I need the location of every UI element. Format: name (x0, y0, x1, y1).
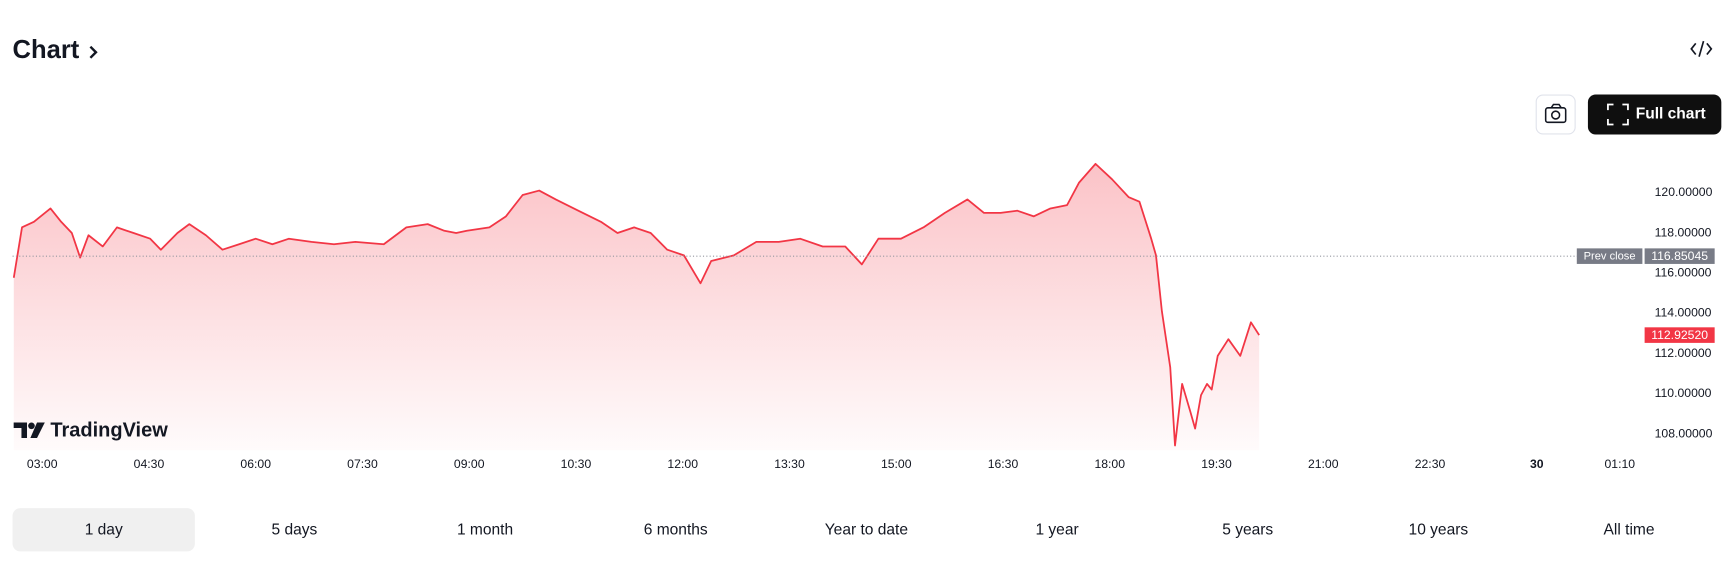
x-tick-label: 15:00 (881, 457, 912, 471)
snapshot-button[interactable] (1535, 94, 1576, 135)
y-tick-label: 110.00000 (1655, 386, 1712, 400)
x-tick-label: 30 (1530, 457, 1544, 471)
x-tick-label: 01:10 (1604, 457, 1635, 471)
range-button[interactable]: 1 year (1035, 521, 1078, 538)
x-tick-label: 16:30 (988, 457, 1019, 471)
x-tick-label: 09:00 (454, 457, 485, 471)
prev-close-value-tag (1644, 248, 1715, 264)
last-value-label: 112.92520 (1651, 328, 1708, 342)
range-button[interactable]: All time (1604, 521, 1655, 538)
range-button[interactable]: 1 day (85, 521, 123, 538)
y-tick-label: 114.00000 (1655, 306, 1712, 320)
full-chart-label[interactable]: Full chart (1636, 106, 1706, 123)
prev-close-label: Prev close (1584, 251, 1636, 263)
x-tick-label: 04:30 (134, 457, 165, 471)
x-tick-label: 06:00 (240, 457, 271, 471)
x-tick-label: 18:00 (1094, 457, 1125, 471)
range-button[interactable]: 5 days (271, 521, 317, 538)
embed-icon[interactable] (1690, 40, 1713, 57)
prev-close-tag (1576, 248, 1643, 264)
full-chart-button[interactable]: Full chart (1587, 94, 1722, 135)
x-tick-label: 07:30 (347, 457, 378, 471)
prev-close-value: 116.85045 (1651, 249, 1708, 263)
range-button[interactable]: 5 years (1222, 521, 1273, 538)
area (13, 163, 1260, 451)
title: Chart (13, 36, 80, 64)
x-tick-label: 19:30 (1201, 457, 1232, 471)
range-button[interactable]: Year to date (825, 521, 908, 538)
range-button[interactable]: 10 years (1409, 521, 1469, 538)
range-button[interactable]: 6 months (644, 521, 708, 538)
plot: 03:00 04:30 06:00 07:30 09:00 10:30 12:00 13:30… (12, 162, 1715, 471)
price-line (12, 162, 1260, 447)
y-tick-label: 120.00000 (1655, 185, 1713, 199)
x-tick-label: 22:30 (1415, 457, 1446, 471)
range-selected (12, 508, 195, 552)
x-tick-label: 21:00 (1308, 457, 1339, 471)
x-tick-label: 12:00 (667, 457, 698, 471)
x-tick-label: 10:30 (561, 457, 592, 471)
title-chevron[interactable] (89, 45, 98, 59)
range-button[interactable]: 1 month (457, 521, 513, 538)
range-bar: 1 day 5 days 1 month 6 months Year to date 1 … (12, 508, 1655, 552)
y-tick-label: 118.00000 (1655, 225, 1712, 239)
y-tick-label: 108.00000 (1655, 426, 1713, 440)
x-tick-label: 03:00 (27, 457, 58, 471)
watermark: TradingView (13, 420, 168, 442)
watermark-text: TradingView (50, 420, 168, 442)
last-value-tag (1644, 327, 1715, 343)
y-tick-label: 112.00000 (1655, 346, 1712, 360)
y-tick-label: 116.00000 (1655, 265, 1712, 279)
x-tick-label: 13:30 (774, 457, 805, 471)
